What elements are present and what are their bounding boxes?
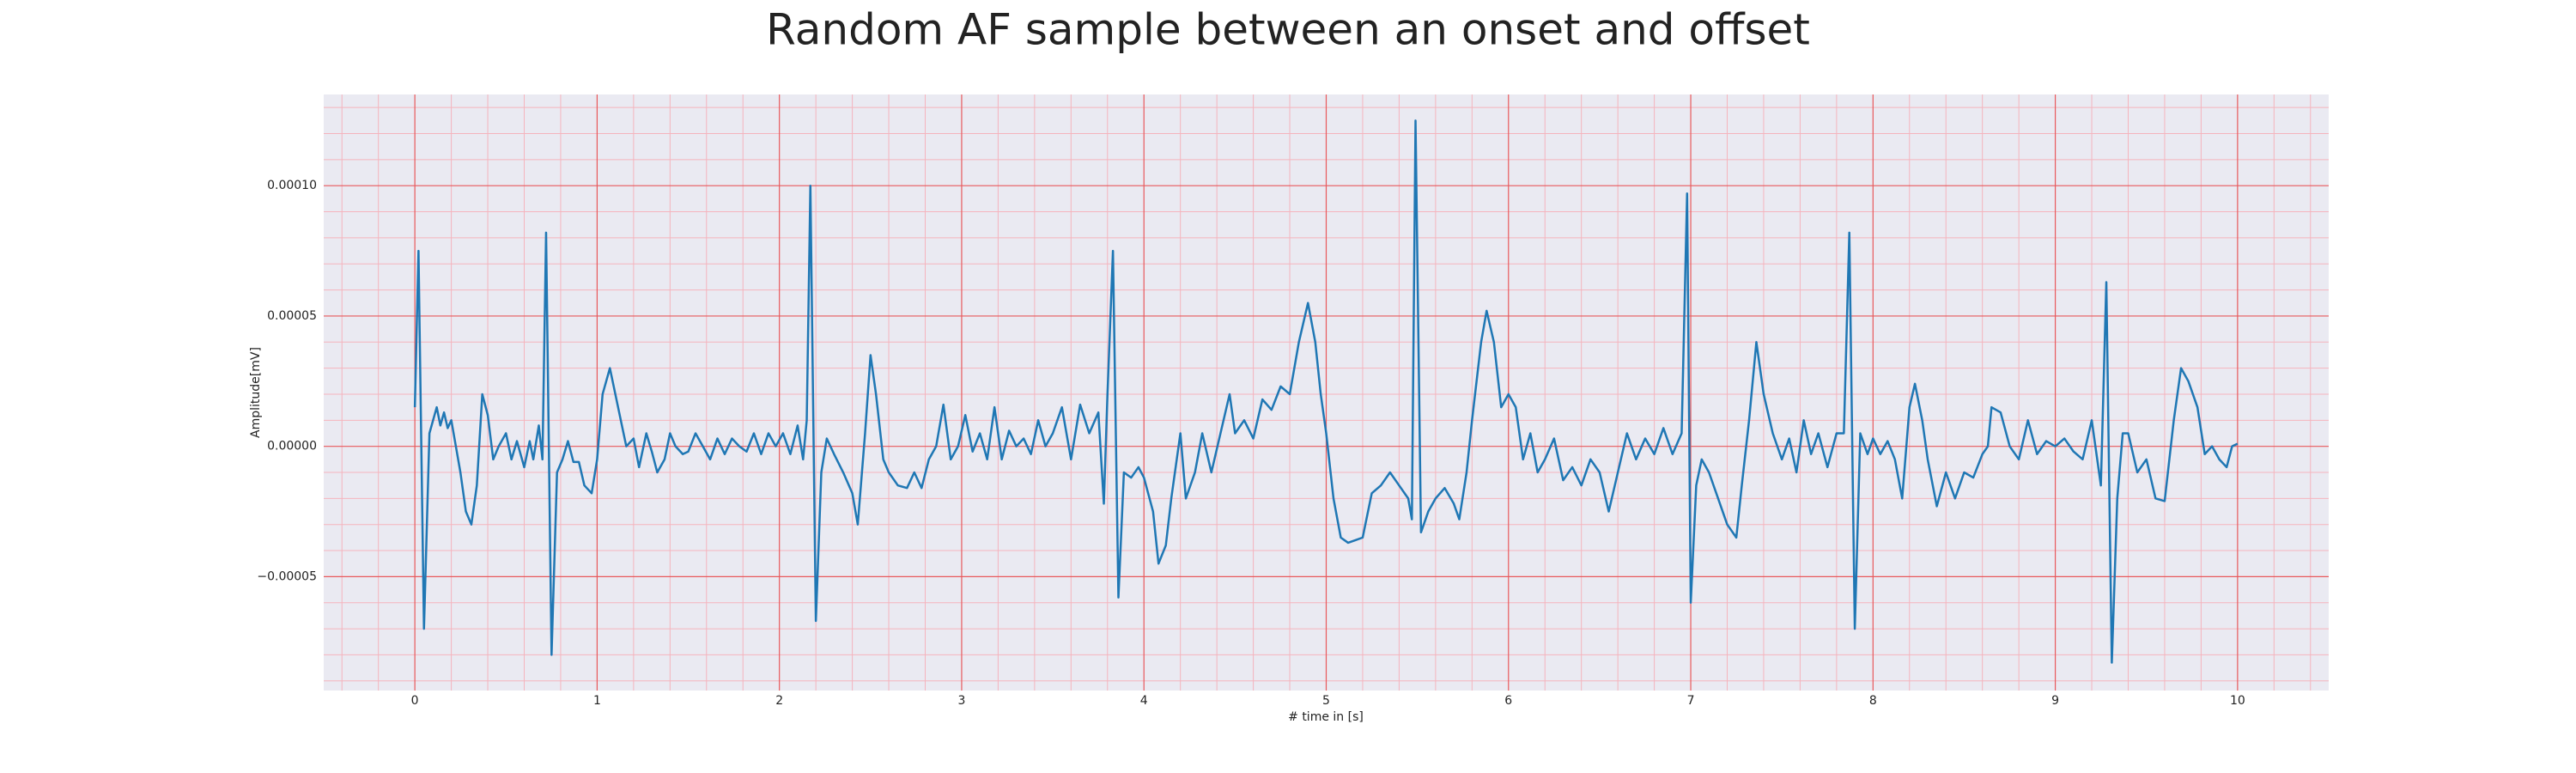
- signal-line: [413, 119, 2239, 664]
- x-tick-label: 10: [2230, 694, 2245, 708]
- x-axis-label: # time in [s]: [1288, 710, 1364, 724]
- x-tick-label: 8: [1869, 694, 1877, 708]
- y-tick-label: −0.00005: [257, 569, 317, 583]
- y-tick-label: 0.00005: [267, 309, 317, 323]
- marks: [413, 119, 2239, 664]
- x-tick-label: 6: [1504, 694, 1512, 708]
- grid: [324, 94, 2329, 691]
- x-tick-label: 3: [957, 694, 965, 708]
- x-tick-label: 5: [1322, 694, 1330, 708]
- x-tick-label: 1: [593, 694, 601, 708]
- x-tick-label: 9: [2051, 694, 2059, 708]
- x-tick-label: 4: [1140, 694, 1148, 708]
- x-tick-label: 0: [411, 694, 419, 708]
- y-tick-label: 0.00010: [267, 179, 317, 192]
- x-tick-label: 2: [775, 694, 783, 708]
- x-tick-label: 7: [1687, 694, 1695, 708]
- y-tick-label: 0.00000: [267, 440, 317, 453]
- y-axis-label: Amplitude[mV]: [249, 347, 263, 438]
- chart-title: Random AF sample between an onset and of…: [766, 5, 1810, 55]
